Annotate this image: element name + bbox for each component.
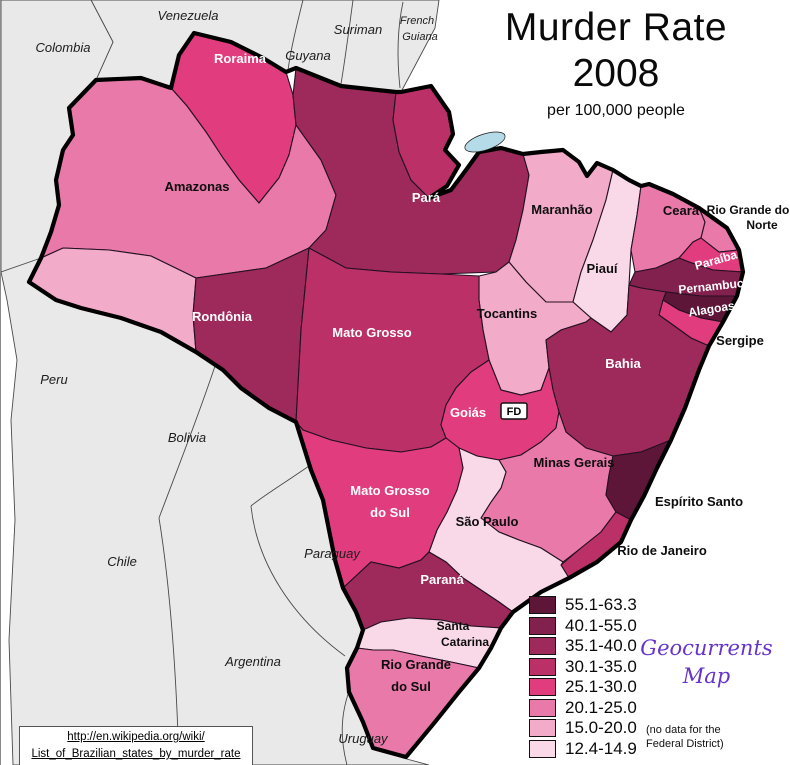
country-label-french-guiana-1: French — [400, 15, 434, 27]
country-label-paraguay: Paraguay — [304, 546, 361, 561]
state-label-para: Pará — [412, 190, 441, 205]
state-label-sao-paulo: São Paulo — [456, 514, 519, 529]
border-paraguay-argentina — [250, 505, 346, 657]
state-label-espirito-santo: Espírito Santo — [655, 494, 743, 509]
country-label-suriname: Suriman — [334, 22, 382, 37]
legend-label: 40.1-55.0 — [565, 615, 637, 635]
border-bolivia-paraguay — [250, 465, 310, 507]
legend-label: 30.1-35.0 — [565, 656, 637, 676]
note-line-1: (no data for the — [646, 724, 721, 736]
border-suriname-french-guiana — [397, 1, 404, 89]
state-label-rio-grande-do-sul-2: do Sul — [391, 679, 431, 694]
credit-line-2: Map — [682, 664, 731, 689]
country-label-argentina: Argentina — [224, 654, 281, 669]
state-label-santa-catarina-2: Catarina — [441, 635, 489, 649]
state-label-mato-grosso-do-sul-2: do Sul — [370, 505, 410, 520]
legend-item: 30.1-35.0 — [529, 657, 637, 678]
legend-label: 15.0-20.0 — [565, 718, 637, 738]
country-label-bolivia: Bolivia — [168, 430, 206, 445]
geocurrents-credit: Geocurrents Map — [629, 634, 784, 691]
country-label-colombia: Colombia — [36, 40, 91, 55]
state-label-rondonia: Rondônia — [192, 309, 253, 324]
legend-label: 20.1-25.0 — [565, 697, 637, 717]
country-label-guyana: Guyana — [285, 48, 331, 63]
state-label-maranhao: Maranhão — [531, 202, 592, 217]
source-box: http://en.wikipedia.org/wiki/ List_of_Br… — [19, 726, 253, 765]
state-label-rio-de-janeiro: Rio de Janeiro — [617, 543, 707, 558]
map-title: Murder Rate — [504, 6, 728, 49]
legend-item: 40.1-55.0 — [529, 616, 637, 637]
state-label-santa-catarina-1: Santa — [437, 619, 470, 633]
legend-label: 25.1-30.0 — [565, 677, 637, 697]
country-label-venezuela: Venezuela — [158, 8, 219, 23]
country-label-peru: Peru — [40, 372, 67, 387]
legend-item: 12.4-14.9 — [529, 739, 637, 760]
no-data-note: (no data for the Federal District) — [646, 723, 724, 752]
legend-item: 15.0-20.0 — [529, 718, 637, 739]
state-label-sergipe: Sergipe — [716, 333, 764, 348]
legend-item: 20.1-25.0 — [529, 698, 637, 719]
legend: 55.1-63.3 40.1-55.0 35.1-40.0 30.1-35.0 … — [529, 595, 637, 759]
state-label-amapa: Amapá — [417, 66, 461, 81]
state-label-rio-grande-do-sul-1: Rio Grande — [381, 657, 451, 672]
legend-item: 35.1-40.0 — [529, 636, 637, 657]
border-guyana-suriname — [340, 0, 354, 85]
legend-swatch — [529, 596, 556, 615]
legend-item: 55.1-63.3 — [529, 595, 637, 616]
state-label-ceara: Ceará — [663, 203, 700, 218]
country-label-french-guiana-2: Guiana — [402, 31, 437, 43]
country-label-chile: Chile — [107, 554, 137, 569]
state-label-roraima: Roraima — [214, 51, 267, 66]
legend-swatch — [529, 637, 556, 656]
state-label-rio-grande-do-norte-2: Norte — [746, 218, 778, 232]
map-year: 2008 — [572, 52, 660, 95]
legend-label: 35.1-40.0 — [565, 636, 637, 656]
map-subtitle: per 100,000 people — [547, 102, 685, 119]
legend-swatch — [529, 657, 556, 676]
state-label-minas-gerais: Minas Gerais — [534, 455, 615, 470]
legend-swatch — [529, 719, 556, 738]
amazon-river-water — [464, 131, 506, 153]
credit-line-1: Geocurrents — [640, 636, 773, 660]
border-peru-bolivia — [158, 365, 216, 519]
legend-item: 25.1-30.0 — [529, 677, 637, 698]
border-venezuela-guyana — [287, 0, 304, 71]
note-line-2: Federal District) — [646, 738, 724, 751]
title-block: Murder Rate 2008 per 100,000 people — [456, 6, 776, 120]
state-label-mato-grosso-do-sul-1: Mato Grosso — [350, 483, 430, 498]
federal-district-label: FD — [507, 406, 522, 418]
legend-label: 12.4-14.9 — [565, 738, 637, 758]
border-colombia-peru — [1, 257, 42, 273]
state-label-goias: Goiás — [450, 405, 486, 420]
state-label-rio-grande-do-norte-1: Rio Grande do — [707, 203, 790, 217]
source-link-line-2[interactable]: List_of_Brazilian_states_by_murder_rate — [31, 748, 241, 761]
state-label-parana: Paraná — [420, 572, 464, 587]
legend-swatch — [529, 678, 556, 697]
state-label-mato-grosso: Mato Grosso — [332, 325, 412, 340]
legend-swatch — [529, 739, 556, 758]
source-link-line-1[interactable]: http://en.wikipedia.org/wiki/ — [67, 731, 205, 743]
state-label-piaui: Piauí — [586, 261, 617, 276]
legend-label: 55.1-63.3 — [565, 595, 637, 615]
legend-swatch — [529, 698, 556, 717]
federal-district-marker — [500, 402, 528, 420]
border-argentina-uruguay — [341, 685, 352, 765]
state-label-bahia: Bahia — [605, 356, 641, 371]
state-label-tocantins: Tocantins — [477, 306, 537, 321]
country-label-uruguay: Uruguay — [338, 731, 389, 746]
state-label-amazonas: Amazonas — [164, 179, 229, 194]
brazil-border — [26, 30, 746, 760]
legend-swatch — [529, 616, 556, 635]
